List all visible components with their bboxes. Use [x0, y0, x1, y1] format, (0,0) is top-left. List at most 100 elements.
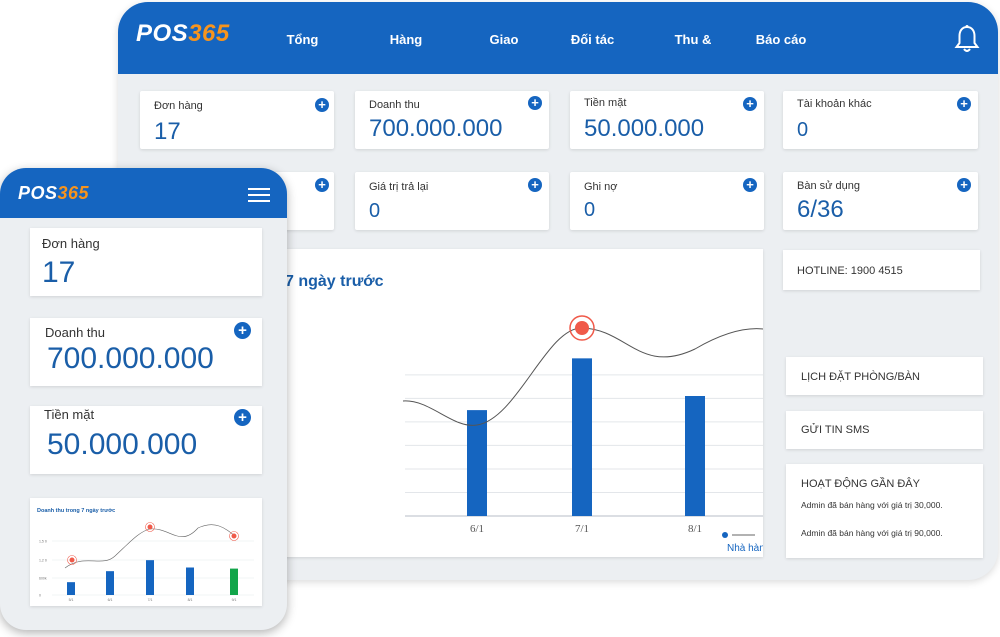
add-icon[interactable]: +	[528, 178, 542, 192]
booking-label: LỊCH ĐẶT PHÒNG/BÀN	[801, 371, 920, 383]
legend-dot	[722, 532, 728, 538]
mobile-bar	[67, 582, 75, 595]
add-icon[interactable]: +	[743, 178, 757, 192]
peak-marker	[575, 321, 589, 335]
recent-activity-title: HOẠT ĐỘNG GẦN ĐÂY	[801, 478, 920, 490]
stat-card-debt: Ghi nợ 0 +	[570, 172, 764, 230]
stat-value: 0	[369, 200, 381, 222]
add-icon[interactable]: +	[234, 322, 251, 339]
add-icon[interactable]: +	[315, 178, 329, 192]
y-tick-label: 600k	[39, 577, 47, 581]
x-tick-label: 6/1	[470, 523, 484, 535]
main-nav: Tổng quan Hàng hóa Giao dịch Đối tác Thu…	[270, 2, 807, 123]
x-tick-label: 8/1	[188, 598, 193, 602]
stat-card-revenue: Doanh thu 700.000.000 +	[355, 91, 549, 149]
brand-logo[interactable]: POS365	[136, 20, 230, 47]
mobile-stat-cash: Tiền mặt 50.000.000 +	[30, 406, 262, 474]
sms-link[interactable]: GỬI TIN SMS	[786, 411, 983, 449]
stat-value: 0	[584, 199, 596, 221]
stat-value: 0	[797, 119, 809, 141]
stat-card-tables: Bàn sử dụng 6/36 +	[783, 172, 978, 230]
bar-7-1	[572, 358, 592, 516]
recent-activity-panel: HOẠT ĐỘNG GẦN ĐÂY Admin đã bán hàng với …	[786, 464, 983, 558]
x-tick-label: 7/1	[575, 523, 589, 535]
add-icon[interactable]: +	[957, 178, 971, 192]
bell-icon[interactable]	[954, 24, 980, 54]
peak-marker	[147, 524, 153, 530]
nav-tong-quan[interactable]: Tổng quan	[286, 32, 319, 123]
mobile-app: POS365 Đơn hàng 17 Doanh thu 700.000.000…	[0, 168, 287, 630]
stat-label: Tài khoản khác	[797, 98, 872, 110]
stat-label: Bàn sử dụng	[797, 180, 861, 192]
chart-title: 7 ngày trước	[285, 273, 384, 290]
peak-marker-ring	[569, 315, 595, 341]
hotline-text: HOTLINE: 1900 4515	[797, 265, 903, 277]
add-icon[interactable]: +	[315, 98, 329, 112]
mobile-bar	[186, 567, 194, 595]
x-tick-label: 8/1	[688, 523, 702, 535]
x-tick-label: 7/1	[148, 598, 153, 602]
stat-label: Giá trị trả lại	[369, 181, 429, 193]
hotline-panel[interactable]: HOTLINE: 1900 4515	[783, 250, 980, 290]
add-icon[interactable]: +	[234, 409, 251, 426]
x-tick-label: 6/1	[108, 598, 113, 602]
stat-label: Đơn hàng	[42, 236, 100, 251]
stat-label: Doanh thu	[45, 325, 105, 340]
mobile-revenue-chart-panel: Doanh thu trong 7 ngày trước 1,5 tr 1,2 tr…	[30, 498, 262, 606]
stat-card-orders: Đơn hàng 17 +	[140, 91, 334, 149]
stat-value: 50.000.000	[47, 428, 198, 461]
stat-value: 700.000.000	[369, 115, 503, 142]
mobile-bar	[146, 560, 154, 595]
peak-marker-ring	[67, 555, 77, 565]
nav-hang-hoa[interactable]: Hàng hóa	[389, 32, 423, 123]
stat-label: Tiền mặt	[44, 407, 95, 422]
stat-label: Ghi nợ	[584, 181, 618, 193]
y-tick-label: 1,2 tr	[39, 559, 48, 563]
top-bar: POS365 Tổng quan Hàng hóa Giao dịch Đối …	[118, 2, 998, 123]
peak-marker	[69, 557, 75, 563]
mobile-bar	[230, 568, 238, 595]
x-tick-label: 5/1	[69, 598, 74, 602]
booking-link[interactable]: LỊCH ĐẶT PHÒNG/BÀN	[786, 357, 983, 395]
sms-label: GỬI TIN SMS	[801, 424, 870, 436]
mobile-bar	[106, 571, 114, 595]
stat-card-cash: Tiền mặt 50.000.000 +	[570, 91, 764, 149]
mobile-brand-logo[interactable]: POS365	[18, 183, 90, 203]
x-tick-label: 9/1	[232, 598, 237, 602]
stat-value: 50.000.000	[584, 115, 705, 142]
peak-marker	[231, 533, 237, 539]
nav-thu-chi[interactable]: Thu & Chi	[674, 32, 712, 123]
bar-8-1	[685, 396, 705, 516]
add-icon[interactable]: +	[743, 97, 757, 111]
stat-label: Tiền mặt	[584, 97, 627, 109]
mobile-chart-title: Doanh thu trong 7 ngày trước	[37, 508, 115, 514]
stat-card-other-account: Tài khoản khác 0 +	[783, 91, 978, 149]
stat-label: Doanh thu	[369, 99, 420, 111]
peak-marker-ring	[229, 531, 239, 541]
stat-card-returns: Giá trị trả lại 0 +	[355, 172, 549, 230]
nav-doi-tac[interactable]: Đối tác	[570, 32, 615, 47]
nav-bao-cao[interactable]: Báo cáo	[755, 32, 807, 47]
add-icon[interactable]: +	[528, 96, 542, 110]
add-icon[interactable]: +	[957, 97, 971, 111]
activity-item: Admin đã bán hàng với giá trị 90,000.	[801, 528, 943, 538]
legend-label: Nhà hàng	[727, 543, 763, 554]
menu-icon[interactable]	[248, 188, 270, 202]
y-tick-label: 1,5 tr	[39, 540, 48, 544]
activity-item: Admin đã bán hàng với giá trị 30,000.	[801, 500, 943, 510]
mobile-top-bar: POS365	[0, 168, 287, 218]
y-tick-label: 0	[39, 594, 41, 598]
bar-6-1	[467, 410, 487, 516]
mobile-stat-revenue: Doanh thu 700.000.000 +	[30, 318, 262, 386]
mobile-revenue-chart: Doanh thu trong 7 ngày trước 1,5 tr 1,2 tr…	[37, 508, 254, 602]
stat-value: 17	[154, 118, 181, 145]
stat-value: 700.000.000	[47, 342, 214, 375]
mobile-stat-orders: Đơn hàng 17	[30, 228, 262, 296]
stat-label: Đơn hàng	[154, 100, 203, 112]
stat-value: 6/36	[797, 196, 844, 223]
nav-giao-dich[interactable]: Giao dịch	[489, 32, 519, 123]
peak-marker-ring	[145, 522, 155, 532]
stat-value: 17	[42, 256, 76, 289]
